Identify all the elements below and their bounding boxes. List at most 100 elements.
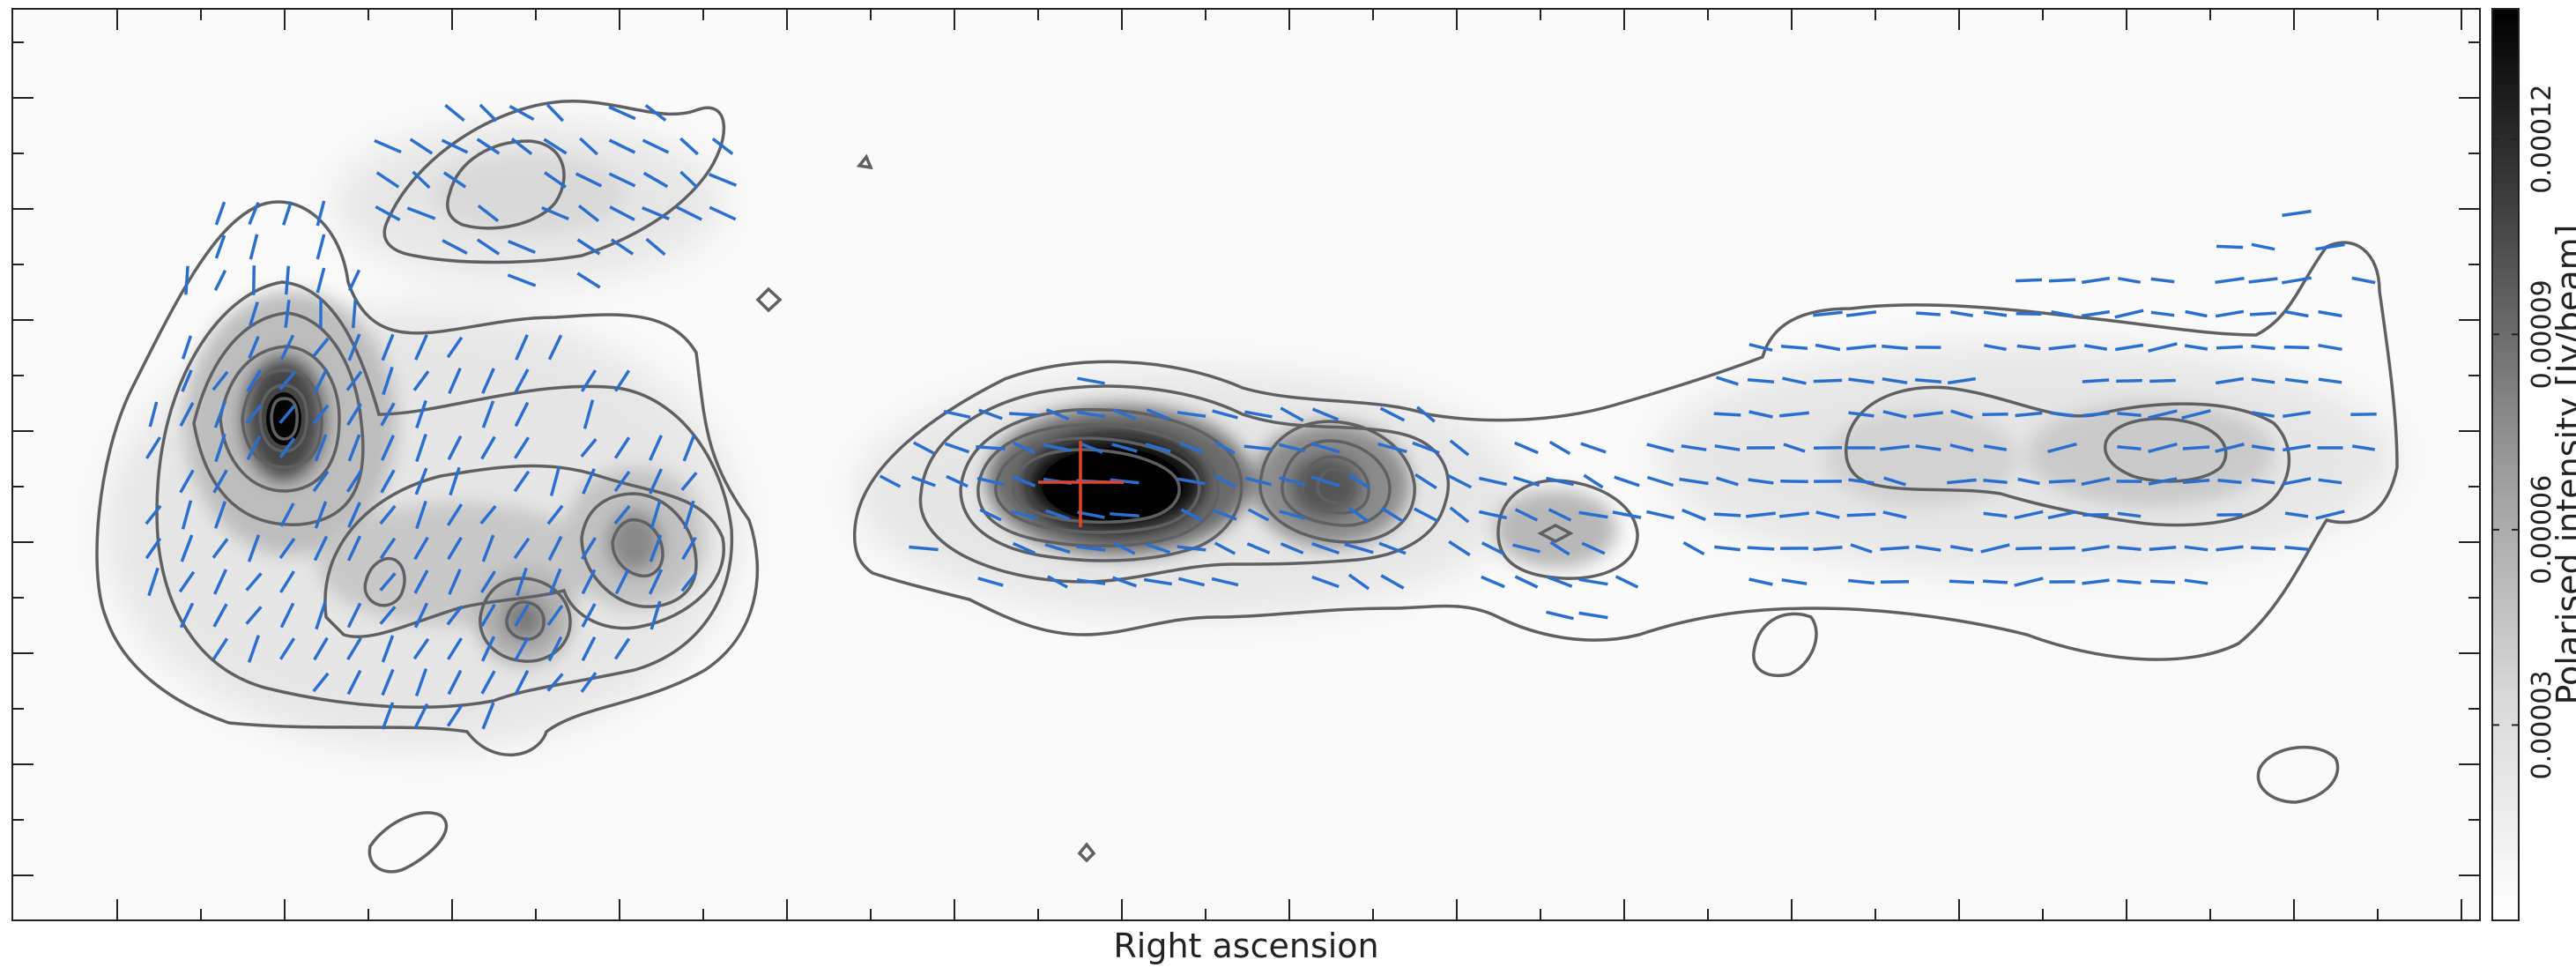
contour-west-knot-e <box>363 557 406 607</box>
polarisation-vector <box>314 434 328 462</box>
polarisation-vector <box>1950 409 1973 420</box>
polarisation-vector <box>1212 409 1238 420</box>
polarisation-vector <box>284 265 291 295</box>
polarisation-vector <box>2251 345 2275 350</box>
polarisation-vector <box>2318 309 2342 318</box>
polarisation-vector <box>375 205 401 222</box>
polarisation-vector <box>1214 541 1236 555</box>
polarisation-vector <box>1113 541 1136 555</box>
polarisation-vector <box>345 470 363 493</box>
polarisation-vector <box>909 545 939 552</box>
polarisation-vector <box>608 172 636 188</box>
polarisation-vector <box>379 572 397 592</box>
polarisation-vector <box>1478 476 1508 487</box>
polarisation-vector <box>179 602 195 629</box>
polarisation-vector <box>412 370 430 391</box>
polarisation-vector <box>1581 541 1606 555</box>
polarisation-vector <box>575 172 603 188</box>
polarisation-vector <box>481 534 495 562</box>
polarisation-vector <box>2047 443 2077 453</box>
polarisation-vector <box>442 239 468 255</box>
polarisation-vector <box>2184 344 2209 351</box>
polarisation-vector <box>374 138 402 154</box>
polarisation-vector <box>381 702 395 730</box>
polarisation-vector <box>650 500 662 530</box>
polarisation-vector <box>212 370 229 391</box>
polarisation-vector <box>1549 540 1570 556</box>
polarisation-vector <box>1449 506 1470 524</box>
polarisation-vector <box>1177 411 1206 418</box>
polarisation-vector <box>1347 473 1370 489</box>
polarisation-vector <box>479 103 498 123</box>
polarisation-vector <box>541 205 569 221</box>
polarisation-vector <box>2149 378 2176 383</box>
polarisation-vector <box>212 637 229 660</box>
polarisation-vector <box>447 637 463 660</box>
contour-knot-east-4 <box>1316 467 1355 505</box>
polarisation-vector <box>145 537 162 560</box>
contour-knot-east-1 <box>1258 420 1416 544</box>
polarisation-vector <box>1815 343 1841 352</box>
polarisation-vector <box>2350 412 2377 417</box>
polarisation-vector <box>278 537 296 560</box>
polarisation-vector <box>413 602 429 629</box>
polarisation-vector <box>179 401 195 428</box>
contour-west-knot-c <box>479 577 572 663</box>
polarisation-vector <box>213 501 227 529</box>
polarisation-vector <box>480 603 496 628</box>
polarisation-vector <box>649 468 663 495</box>
polarisation-vector <box>2315 510 2345 520</box>
polarisation-vector <box>1882 377 1908 384</box>
polarisation-vector <box>2117 412 2142 417</box>
polarisation-vector <box>1244 476 1273 487</box>
polarisation-vector <box>546 604 564 627</box>
polarisation-vector <box>1713 412 1741 417</box>
polarisation-vector <box>481 400 495 428</box>
polarisation-vector <box>1012 475 1036 488</box>
polarisation-vector <box>379 537 397 560</box>
polarisation-vector <box>245 572 263 592</box>
polarisation-vector <box>347 269 361 292</box>
polarisation-vector <box>543 138 568 155</box>
polarisation-vector <box>2149 579 2176 584</box>
polarisation-vector <box>581 536 597 561</box>
polarisation-vector <box>413 536 429 561</box>
polarisation-vector <box>1848 578 1874 585</box>
polarisation-vector <box>1845 310 1877 317</box>
contour-knot-mid-2 <box>1537 524 1574 543</box>
polarisation-vector <box>248 336 260 359</box>
polarisation-vector <box>1279 476 1305 487</box>
polarisation-vector <box>680 571 698 592</box>
polarisation-vector <box>1413 507 1439 523</box>
polarisation-vector <box>284 300 291 328</box>
contour-small-north <box>856 153 873 170</box>
polarisation-vector <box>709 205 737 221</box>
polarisation-vector <box>1947 376 1977 385</box>
polarisation-vector <box>1748 478 1774 485</box>
polarisation-vector <box>351 299 358 329</box>
polarisation-vector <box>642 171 669 189</box>
polarisation-vector <box>979 508 1002 522</box>
polarisation-vector <box>1780 345 1808 350</box>
polarisation-vector <box>1747 546 1775 551</box>
polarisation-vector <box>649 534 663 562</box>
polarisation-vector <box>1984 343 2007 352</box>
polarisation-vector <box>279 502 295 527</box>
polarisation-vector <box>576 238 601 256</box>
polarisation-vector <box>2148 342 2178 353</box>
polarisation-vector <box>479 504 497 525</box>
polarisation-vector <box>1546 610 1574 621</box>
polarisation-vector <box>312 470 330 493</box>
polarisation-vector <box>2150 277 2175 284</box>
polarisation-vector <box>2251 444 2275 451</box>
polarisation-vector <box>2282 477 2312 486</box>
polarisation-vector <box>708 173 738 187</box>
polarisation-vector <box>2215 309 2245 318</box>
polarisation-vector <box>346 669 362 696</box>
polarisation-vector <box>2051 309 2074 318</box>
polarisation-vector <box>1983 479 2008 484</box>
polarisation-vector <box>1615 575 1639 589</box>
polarisation-vector <box>446 605 464 626</box>
polarisation-vector <box>442 171 467 189</box>
polarisation-vector <box>2049 546 2075 551</box>
